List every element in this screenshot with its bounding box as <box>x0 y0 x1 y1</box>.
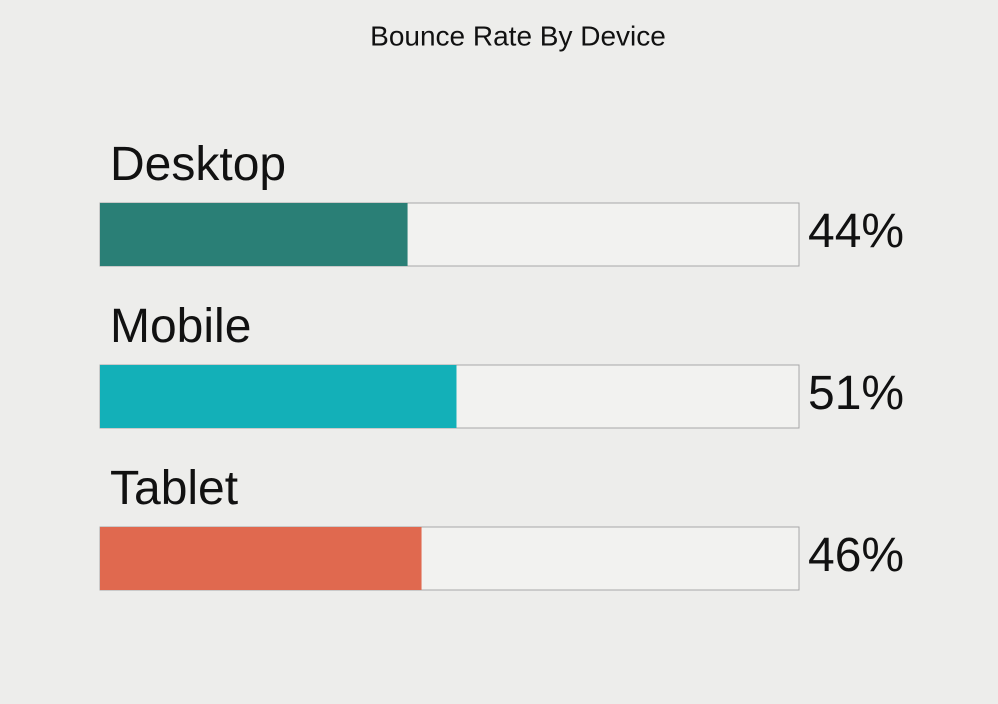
value-label: 46% <box>808 529 904 582</box>
category-label: Mobile <box>110 300 251 353</box>
value-label: 51% <box>808 367 904 420</box>
chart-title: Bounce Rate By Device <box>370 20 666 51</box>
category-label: Desktop <box>110 138 286 191</box>
bar <box>100 527 422 590</box>
bar <box>100 203 408 266</box>
bar <box>100 365 457 428</box>
category-label: Tablet <box>110 462 238 515</box>
value-label: 44% <box>808 205 904 258</box>
